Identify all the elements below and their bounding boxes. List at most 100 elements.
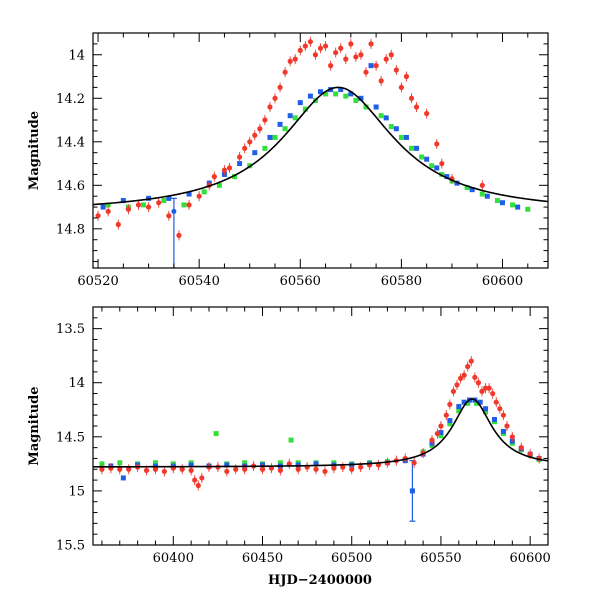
data-point-red <box>454 382 460 388</box>
data-point-blue <box>186 191 192 197</box>
data-point-red <box>443 412 449 418</box>
data-point-red <box>302 43 308 49</box>
data-point-red <box>497 406 503 412</box>
data-point-green <box>398 134 404 140</box>
data-point-red <box>500 412 506 418</box>
data-point-blue <box>403 134 409 140</box>
data-point-red <box>438 423 444 429</box>
y-tick-label: 14 <box>68 376 85 391</box>
data-point-green <box>447 421 453 427</box>
data-point-green <box>216 182 222 188</box>
data-point-red <box>166 213 172 219</box>
data-point-blue <box>368 63 374 69</box>
data-point-green <box>419 154 425 160</box>
data-point-red <box>196 193 202 199</box>
data-point-red <box>333 49 339 56</box>
data-point-red <box>152 466 159 472</box>
data-point-green <box>439 171 445 177</box>
data-point-green <box>343 93 349 99</box>
data-point-blue <box>252 150 258 156</box>
data-point-red <box>176 232 182 238</box>
data-point-red <box>479 388 485 394</box>
data-point-green <box>242 460 248 466</box>
data-point-red <box>224 468 230 475</box>
data-point-blue <box>307 93 313 99</box>
data-point-red <box>331 465 337 471</box>
data-point-blue <box>484 193 490 199</box>
data-point-blue <box>383 115 389 121</box>
data-point-red <box>343 56 349 62</box>
data-point-red <box>398 84 404 90</box>
data-point-green <box>282 126 288 132</box>
x-axis-label: HJD−2400000 <box>268 573 372 588</box>
data-point-red <box>242 145 248 151</box>
data-point-red <box>211 174 217 180</box>
data-point-red <box>475 380 482 386</box>
data-point-blue <box>447 418 453 424</box>
data-point-red <box>504 423 510 429</box>
data-point-red <box>472 374 478 380</box>
y-axis-label: Magnitude <box>27 111 42 190</box>
data-point-green <box>141 202 147 208</box>
data-point-red <box>424 110 430 117</box>
plot-area <box>93 36 548 268</box>
data-point-green <box>483 409 489 415</box>
data-point-blue <box>224 462 230 468</box>
data-point-green <box>474 400 480 406</box>
data-point-green <box>378 113 384 119</box>
data-point-blue <box>373 104 379 110</box>
data-point-red <box>199 475 205 481</box>
data-point-blue <box>100 204 106 210</box>
y-tick-label: 14.5 <box>56 430 85 445</box>
data-point-red <box>126 466 132 472</box>
model-curve <box>93 398 548 468</box>
x-tick-label: 60600 <box>509 551 550 566</box>
model-curve <box>93 86 548 206</box>
data-point-green <box>456 408 462 414</box>
data-point-red <box>509 434 515 440</box>
data-point-red <box>328 63 334 69</box>
data-point-red <box>434 141 440 147</box>
data-point-blue <box>434 165 440 171</box>
data-point-red <box>353 54 359 60</box>
data-point-red <box>413 104 420 110</box>
data-point-red <box>292 56 298 62</box>
plot-area <box>93 356 548 522</box>
data-point-red <box>373 63 379 69</box>
data-point-red <box>115 221 121 228</box>
data-point-blue <box>477 399 483 405</box>
data-point-blue <box>515 204 521 210</box>
data-point-red <box>237 154 243 160</box>
x-tick-label: 60560 <box>280 274 321 289</box>
data-point-red <box>490 390 496 397</box>
y-tick-label: 15 <box>68 484 85 499</box>
data-point-red <box>252 132 258 138</box>
data-point-green <box>232 174 238 180</box>
x-tick-label: 60550 <box>420 551 461 566</box>
data-point-red <box>161 468 167 475</box>
axis-frame <box>92 32 549 269</box>
x-tick-label: 60540 <box>178 274 219 289</box>
data-point-blue <box>166 195 172 201</box>
data-point-red <box>429 437 435 443</box>
data-point-green <box>388 124 394 130</box>
data-point-green <box>302 106 308 112</box>
data-point-red <box>479 182 485 188</box>
data-point-green <box>201 189 207 195</box>
data-point-green <box>288 437 294 443</box>
data-point-red <box>457 375 464 381</box>
data-point-red <box>312 52 319 58</box>
data-point-red <box>188 467 194 473</box>
data-point-red <box>242 466 248 472</box>
y-tick-label: 14.6 <box>56 179 85 194</box>
data-point-blue <box>444 174 450 180</box>
data-point-red <box>450 388 457 394</box>
data-point-red <box>99 466 105 472</box>
data-point-blue <box>483 406 489 412</box>
data-point-green <box>161 198 167 204</box>
x-tick-label: 60500 <box>331 551 372 566</box>
data-point-red <box>461 372 467 378</box>
error-bar-point <box>171 208 177 214</box>
data-point-red <box>527 451 533 457</box>
data-point-red <box>143 467 150 473</box>
